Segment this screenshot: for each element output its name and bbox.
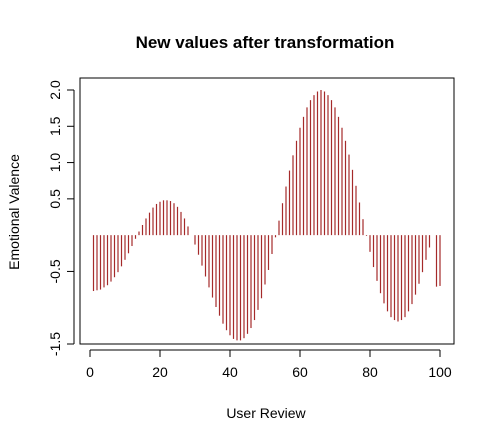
y-tick-label: 1.0	[47, 153, 63, 173]
bar-series	[92, 90, 441, 341]
y-tick-label: -1.5	[47, 332, 63, 356]
x-tick-label: 40	[222, 364, 238, 380]
x-axis: 0 20 40 60 80 100	[86, 349, 452, 380]
x-tick-label: 0	[86, 364, 94, 380]
y-tick-label: 1.5	[47, 116, 63, 136]
y-tick-label: 2.0	[47, 80, 63, 100]
y-axis-title: Emotional Valence	[6, 154, 22, 270]
x-axis-title: User Review	[226, 405, 306, 421]
x-tick-label: 80	[362, 364, 378, 380]
plot-frame	[79, 77, 455, 345]
y-axis: -1.5 -0.5 0.5 1.0 1.5 2.0	[47, 80, 75, 356]
x-tick-label: 20	[152, 364, 168, 380]
chart-title: New values after transformation	[136, 33, 395, 52]
y-tick-label: -0.5	[47, 259, 63, 283]
x-tick-label: 100	[428, 364, 452, 380]
x-tick-label: 60	[292, 364, 308, 380]
y-tick-label: 0.5	[47, 189, 63, 209]
